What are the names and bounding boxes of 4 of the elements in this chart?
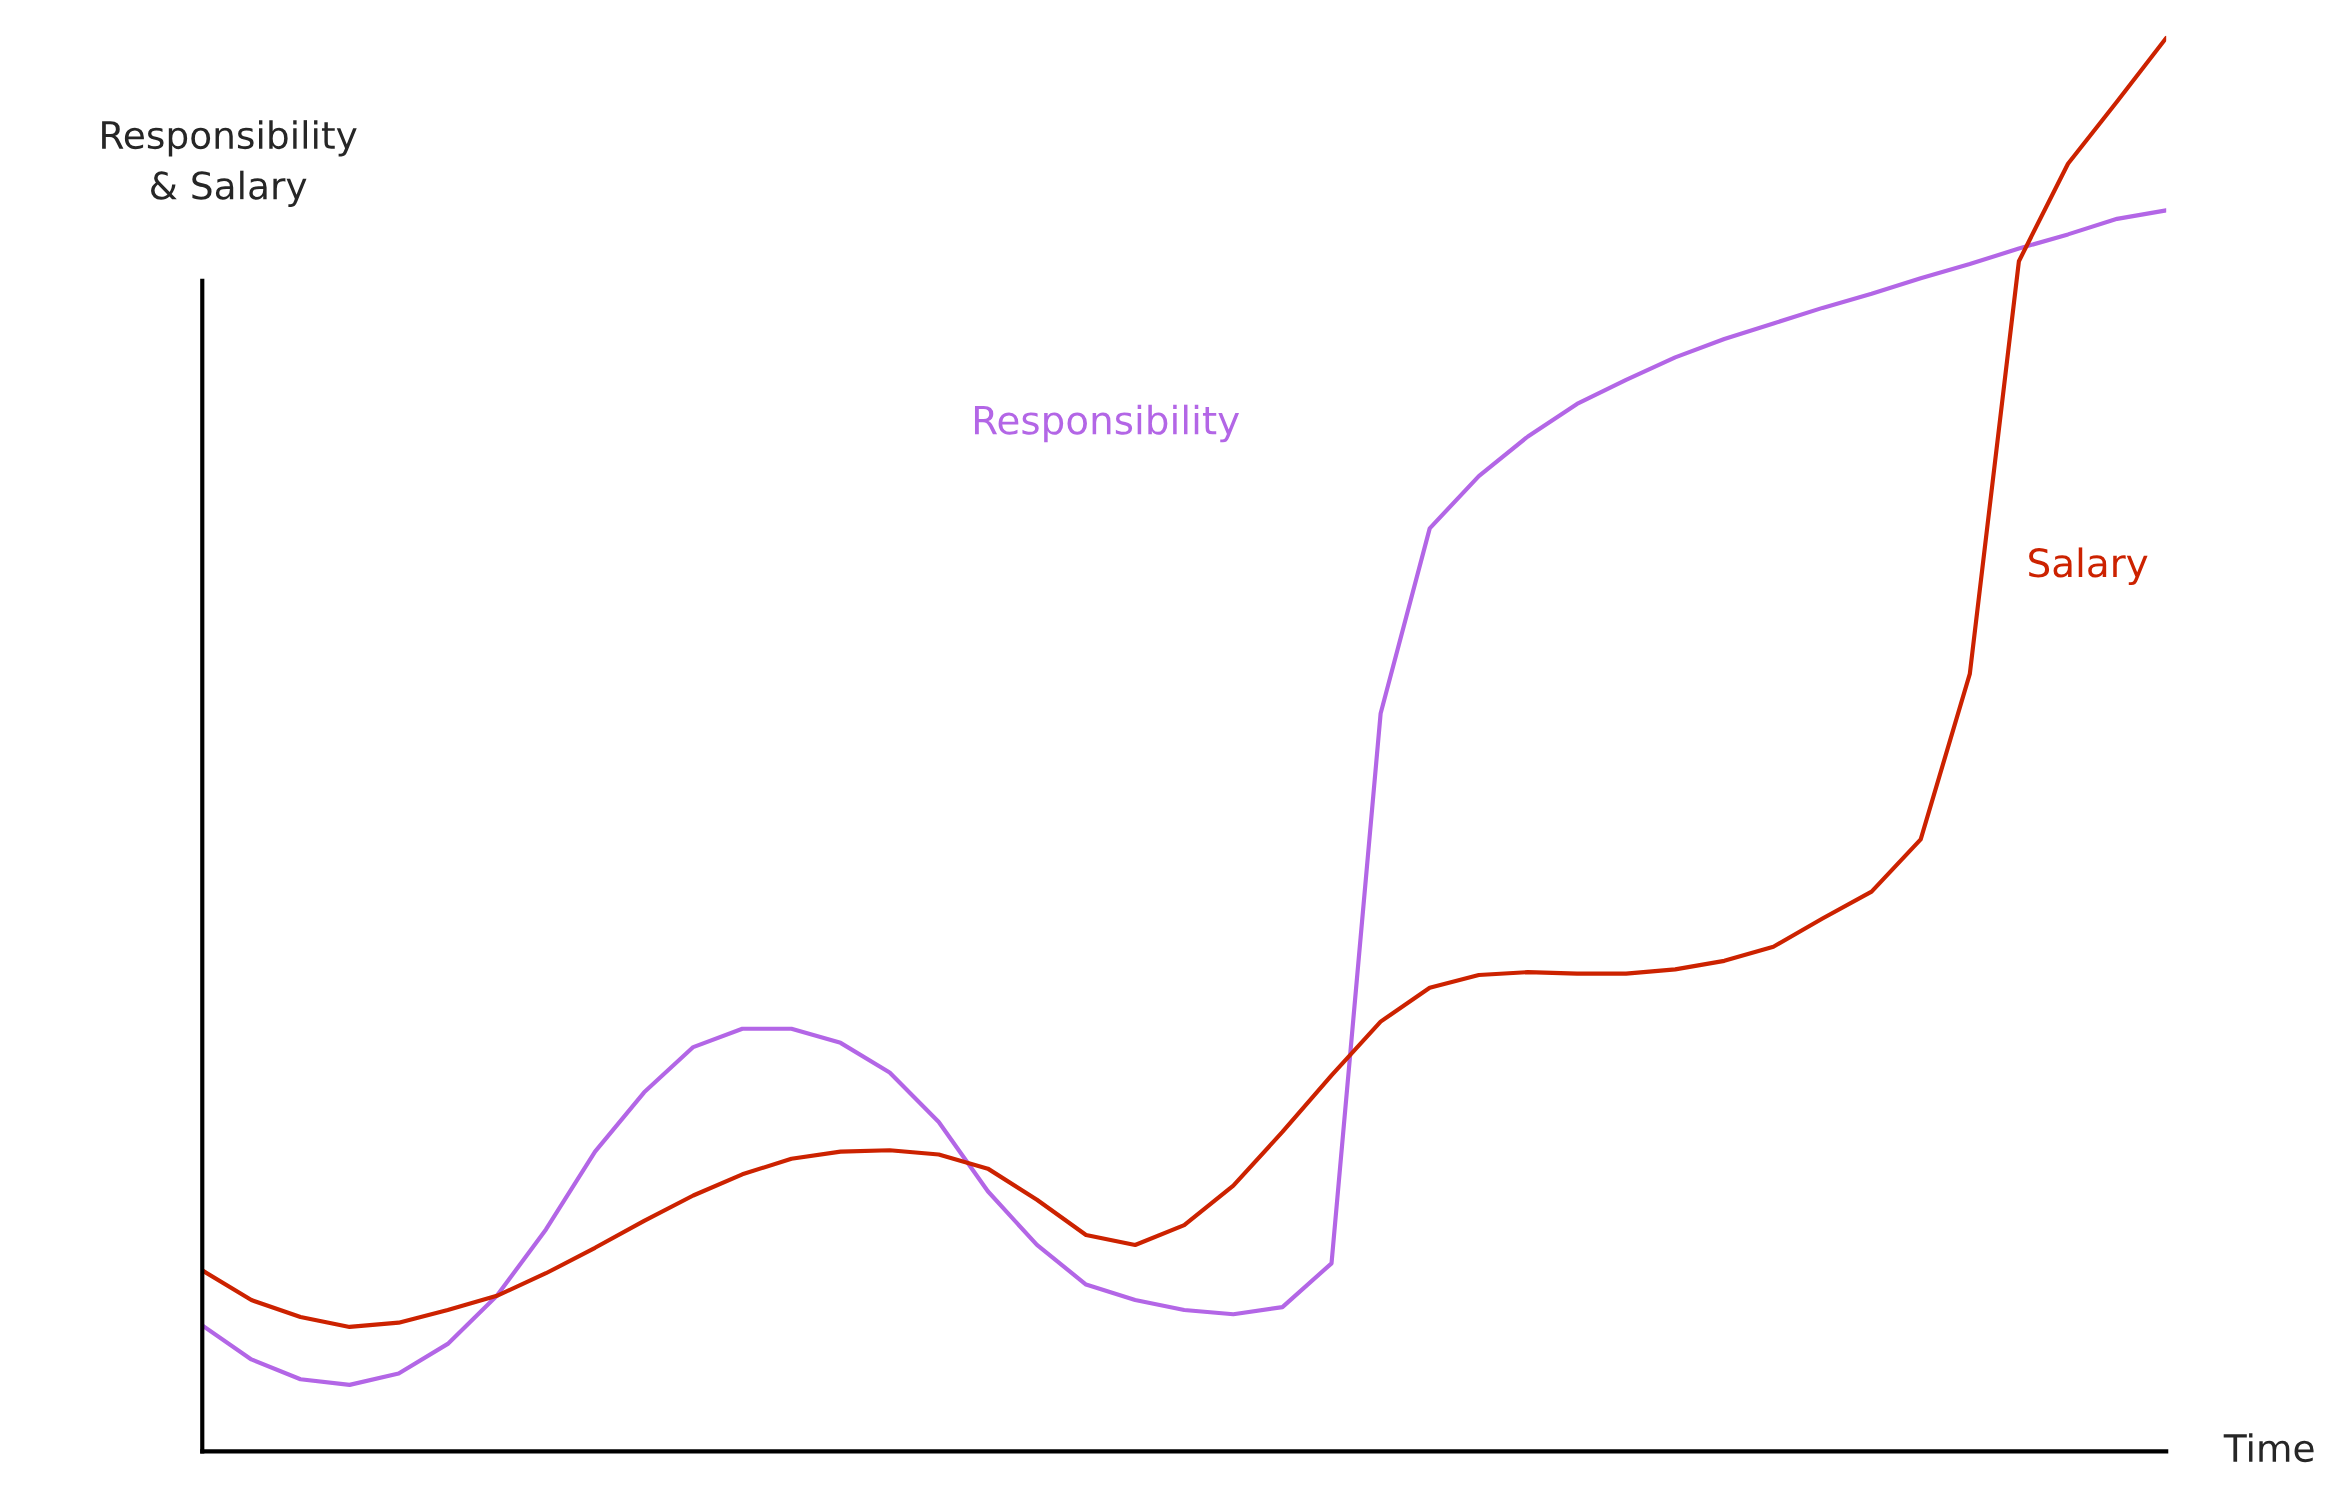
text: Responsibility	[974, 404, 1240, 443]
y-axis-title: Responsibility & Salary	[102, 120, 357, 207]
x-axis-title: Time	[2223, 1433, 2314, 1463]
series-label: Salary	[2029, 547, 2148, 586]
